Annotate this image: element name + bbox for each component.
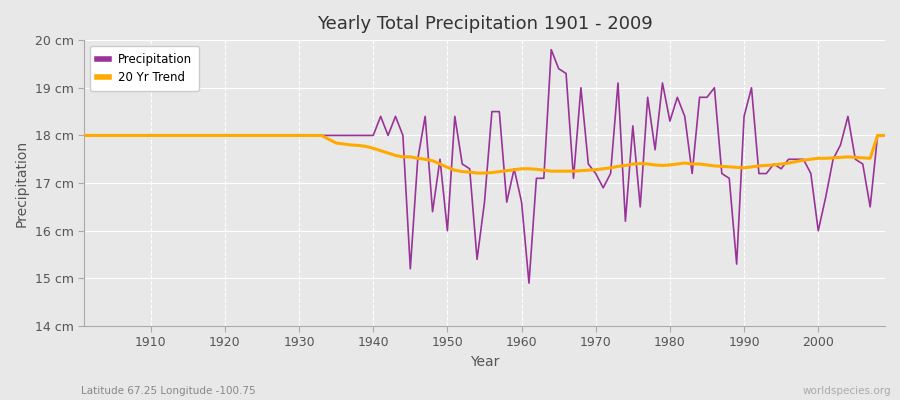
Y-axis label: Precipitation: Precipitation	[15, 140, 29, 227]
Legend: Precipitation, 20 Yr Trend: Precipitation, 20 Yr Trend	[90, 46, 200, 91]
Precipitation	[524, 281, 535, 286]
Line: Precipitation: Precipitation	[84, 50, 885, 283]
20 Yr Trend	[346, 142, 356, 147]
Precipitation	[302, 133, 312, 138]
Precipitation	[78, 133, 89, 138]
20 Yr Trend	[879, 133, 890, 138]
20 Yr Trend	[302, 133, 312, 138]
20 Yr Trend	[517, 166, 527, 171]
Text: worldspecies.org: worldspecies.org	[803, 386, 891, 396]
Precipitation	[508, 166, 519, 171]
20 Yr Trend	[138, 133, 148, 138]
X-axis label: Year: Year	[470, 355, 500, 369]
20 Yr Trend	[472, 171, 482, 176]
Precipitation	[545, 47, 556, 52]
20 Yr Trend	[78, 133, 89, 138]
20 Yr Trend	[524, 166, 535, 171]
Precipitation	[346, 133, 356, 138]
Precipitation	[517, 200, 527, 204]
20 Yr Trend	[613, 164, 624, 169]
Precipitation	[138, 133, 148, 138]
Text: Latitude 67.25 Longitude -100.75: Latitude 67.25 Longitude -100.75	[81, 386, 256, 396]
Line: 20 Yr Trend: 20 Yr Trend	[84, 136, 885, 173]
Precipitation	[620, 219, 631, 224]
Precipitation	[879, 133, 890, 138]
Title: Yearly Total Precipitation 1901 - 2009: Yearly Total Precipitation 1901 - 2009	[317, 15, 652, 33]
